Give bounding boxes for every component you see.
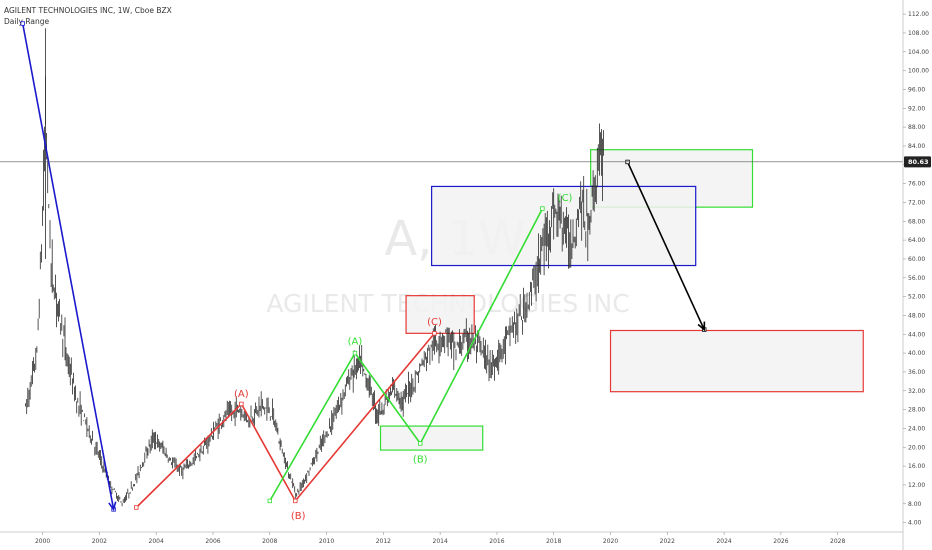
x-tick-label: 2026 — [773, 538, 788, 545]
y-tick-label: 32.00 — [908, 388, 925, 395]
chart-header-symbol: AGILENT TECHNOLOGIES INC, 1W, Cboe BZX — [4, 6, 172, 15]
arrow-head-black — [697, 321, 706, 332]
wave-line-blue[interactable] — [21, 23, 115, 510]
x-tick-label: 2004 — [149, 538, 164, 545]
y-tick-label: 112.00 — [908, 11, 929, 18]
x-axis[interactable]: 2000 2002 2004 2006 2008 2010 2012 2014 2016 2018… — [0, 531, 903, 545]
wave-label: (B) — [291, 511, 306, 522]
wave-labels: (A) (B) (C) (A) (B) (C) — [234, 193, 573, 522]
x-tick-label: 2018 — [546, 538, 561, 545]
drawing-lines[interactable] — [20, 21, 707, 512]
y-axis[interactable]: 4.00 8.00 12.00 16.00 20.00 24.00 28.00 32.00 36… — [902, 0, 929, 550]
y-tick-label: 88.00 — [908, 124, 925, 131]
wave-line-red[interactable] — [135, 332, 436, 509]
wave-line-black[interactable] — [626, 161, 705, 330]
wave-label: (A) — [234, 389, 249, 400]
price-series — [25, 28, 604, 507]
wave-label: (C) — [558, 193, 573, 204]
price-bars — [25, 76, 604, 507]
zone-box-red[interactable] — [405, 295, 475, 334]
y-tick-label: 56.00 — [908, 275, 925, 282]
wave-point[interactable] — [267, 498, 272, 504]
current-price-value: 80.63 — [908, 158, 929, 166]
x-tick-label: 2024 — [716, 538, 731, 545]
wave-point[interactable] — [20, 21, 25, 26]
y-tick-label: 68.00 — [908, 218, 925, 225]
x-tick-label: 2008 — [262, 538, 277, 545]
y-tick-label: 72.00 — [908, 199, 925, 206]
x-tick-label: 2028 — [830, 538, 845, 545]
wave-point[interactable] — [418, 441, 423, 446]
y-tick-label: 36.00 — [908, 369, 925, 376]
y-tick-label: 28.00 — [908, 407, 925, 414]
wave-point[interactable] — [540, 206, 545, 211]
wave-point[interactable] — [239, 401, 244, 407]
y-tick-label: 92.00 — [908, 105, 925, 112]
wave-label: (C) — [427, 317, 442, 328]
y-tick-label: 20.00 — [908, 444, 925, 451]
zone-box-red[interactable] — [609, 329, 864, 393]
x-tick-label: 2010 — [319, 538, 334, 545]
y-tick-label: 24.00 — [908, 425, 925, 432]
x-tick-label: 2022 — [660, 538, 675, 545]
y-tick-label: 52.00 — [908, 294, 925, 301]
x-tick-label: 2016 — [489, 538, 504, 545]
chart-header-indicator[interactable]: Daily Range — [4, 17, 50, 26]
y-tick-label: 96.00 — [908, 86, 925, 93]
x-tick-label: 2000 — [35, 538, 50, 545]
y-tick-label: 16.00 — [908, 463, 925, 470]
zone-box-green[interactable] — [379, 425, 484, 451]
x-tick-label: 2020 — [603, 538, 618, 545]
y-tick-label: 104.00 — [908, 49, 929, 56]
y-tick-label: 84.00 — [908, 143, 925, 150]
wave-point[interactable] — [134, 505, 139, 510]
x-tick-label: 2002 — [92, 538, 107, 545]
y-tick-label: 4.00 — [908, 520, 922, 527]
y-tick-label: 60.00 — [908, 256, 925, 263]
y-tick-label: 100.00 — [908, 68, 929, 75]
x-tick-label: 2012 — [376, 538, 391, 545]
arrow-head-blue — [108, 501, 117, 512]
y-tick-label: 48.00 — [908, 312, 925, 319]
wave-point[interactable] — [293, 498, 298, 504]
wave-point[interactable] — [432, 331, 437, 336]
wave-line-green[interactable] — [269, 208, 544, 502]
y-tick-label: 76.00 — [908, 181, 925, 188]
x-tick-label: 2014 — [433, 538, 448, 545]
y-tick-label: 108.00 — [908, 30, 929, 37]
wave-label: (B) — [413, 454, 428, 465]
current-price-tag: 80.63 — [904, 156, 931, 168]
wave-point[interactable] — [352, 350, 358, 356]
y-tick-label: 44.00 — [908, 331, 925, 338]
x-tick-label: 2006 — [205, 538, 220, 545]
y-tick-label: 8.00 — [908, 501, 922, 508]
y-tick-label: 64.00 — [908, 237, 925, 244]
y-tick-label: 40.00 — [908, 350, 925, 357]
wave-label: (A) — [348, 337, 363, 348]
y-tick-label: 12.00 — [908, 482, 925, 489]
